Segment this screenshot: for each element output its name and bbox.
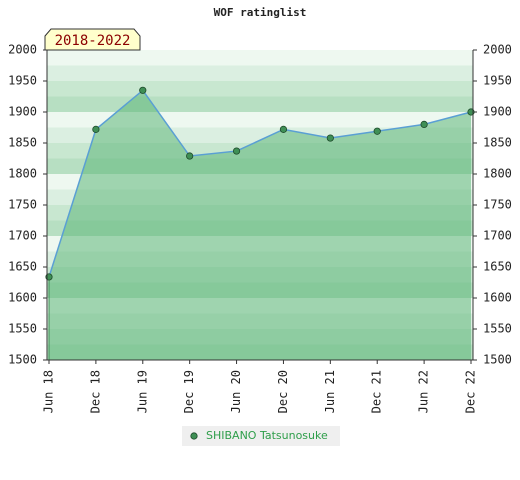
- y-tick-label: 1800: [8, 167, 37, 181]
- y2-tick-label: 1600: [483, 291, 512, 305]
- x-tick-label: Jun 20: [229, 370, 243, 413]
- marker: [373, 127, 381, 135]
- background-band: [47, 50, 473, 66]
- y2-tick-label: 1800: [483, 167, 512, 181]
- y2-tick-label: 1750: [483, 198, 512, 212]
- line: [48, 89, 472, 278]
- y-tick-label: 1950: [8, 74, 37, 88]
- y2-tick-label: 1700: [483, 229, 512, 243]
- marker: [92, 125, 100, 133]
- marker: [326, 134, 334, 142]
- marker: [186, 152, 194, 160]
- y2-tick-label: 1950: [483, 74, 512, 88]
- legend-box: [182, 426, 340, 446]
- x-tick-label: Dec 20: [276, 370, 290, 413]
- y-tick-label: 1550: [8, 322, 37, 336]
- legend-marker: [190, 432, 198, 440]
- marker: [279, 125, 288, 133]
- y-tick-label: 1500: [8, 353, 37, 367]
- y2-tick-label: 2000: [483, 43, 512, 57]
- y-tick-label: 1650: [8, 260, 37, 274]
- x-tick-label: Jun 22: [417, 370, 431, 413]
- background-band: [47, 96, 473, 112]
- legend-label: SHIBANO Tatsunosuke: [206, 429, 328, 442]
- x-tick-label: Dec 22: [464, 370, 478, 413]
- y-tick-label: 1600: [8, 291, 37, 305]
- y2-tick-label: 1650: [483, 260, 512, 274]
- background-band: [47, 81, 473, 97]
- marker: [139, 86, 147, 94]
- y-tick-label: 2000: [8, 43, 37, 57]
- x-tick-label: Jun 19: [135, 370, 149, 413]
- background-band: [47, 65, 473, 81]
- y-tick-label: 1750: [8, 198, 37, 212]
- y-tick-label: 1850: [8, 136, 37, 150]
- y2-tick-label: 1850: [483, 136, 512, 150]
- x-tick-label: Jun 18: [42, 370, 56, 413]
- x-tick-label: Dec 21: [370, 370, 384, 413]
- annotation-box: [44, 28, 141, 51]
- marker: [420, 120, 428, 129]
- x-tick-label: Dec 18: [88, 370, 102, 413]
- y-tick-label: 1900: [8, 105, 37, 119]
- y2-tick-label: 1550: [483, 322, 512, 336]
- area: [49, 90, 471, 361]
- chart-title: WOF ratinglist: [214, 6, 307, 19]
- y2-tick-label: 1500: [483, 353, 512, 367]
- marker: [232, 147, 241, 155]
- y-tick-label: 1700: [8, 229, 37, 243]
- y2-tick-label: 1900: [483, 105, 512, 119]
- x-tick-label: Jun 21: [323, 370, 337, 413]
- x-tick-label: Dec 19: [182, 370, 196, 413]
- annotation: 2018-2022: [55, 33, 131, 49]
